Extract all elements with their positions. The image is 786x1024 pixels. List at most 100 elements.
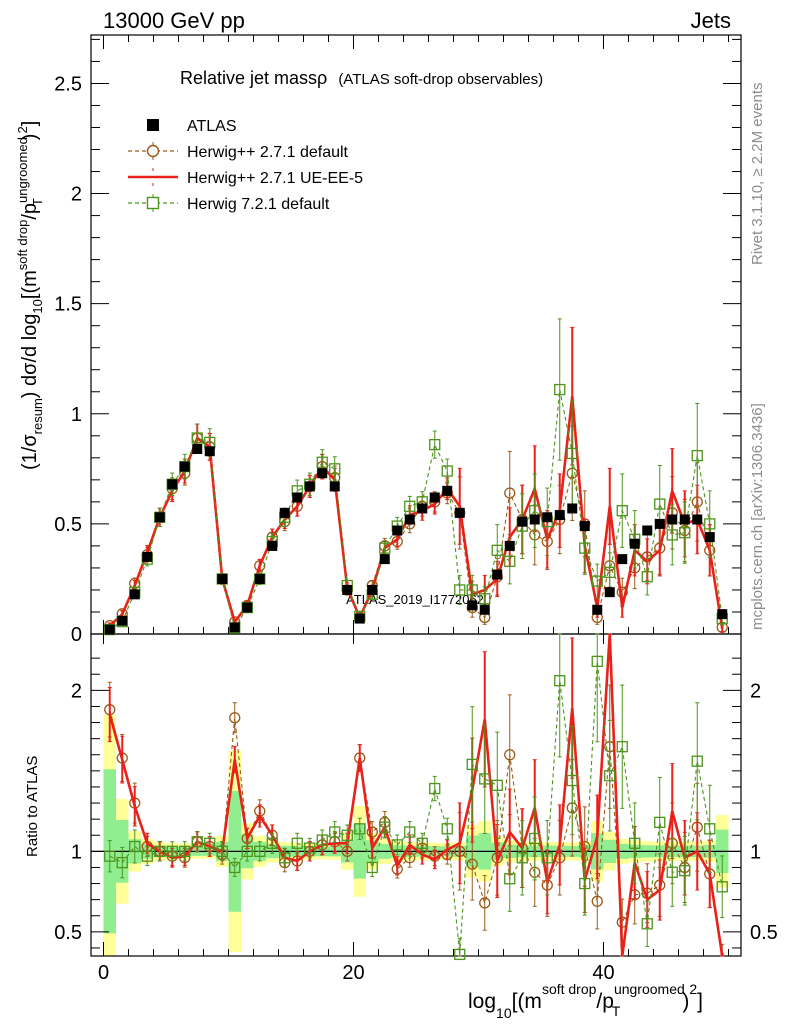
y-tick-label: 2: [71, 680, 82, 702]
ratio-point: [104, 850, 116, 862]
y-tick-label: 0.5: [54, 514, 82, 536]
atlas-data-point: [692, 514, 703, 525]
ratio-point: [316, 834, 328, 846]
series-line: [109, 389, 723, 631]
ratio-point: [116, 856, 128, 869]
ratio-point: [404, 826, 416, 838]
atlas-data-point: [579, 521, 590, 532]
atlas-data-point: [454, 507, 465, 518]
ratio-point: [541, 852, 553, 864]
atlas-data-point: [429, 492, 440, 503]
ratio-point: [304, 842, 316, 854]
ratio-point: [516, 852, 528, 864]
chart-title-main: Relative jet massρ: [180, 68, 327, 88]
series-point: [316, 456, 328, 468]
series-point: [404, 500, 416, 512]
ratio-point: [716, 881, 728, 893]
y-tick-label: 1: [71, 841, 82, 863]
legend: ATLAS Herwig++ 2.7.1 default Herwig++ 2.7.…: [128, 118, 363, 213]
header-right: Jets: [691, 8, 731, 33]
series-point: [616, 505, 628, 517]
atlas-data-point: [342, 584, 353, 595]
watermark: ATLAS_2019_I1772062: [346, 592, 484, 607]
series-point: [641, 571, 653, 583]
ratio-point: [466, 858, 478, 870]
ratio-point: [129, 840, 141, 853]
rivet-label: Rivet 3.1.10, ≥ 2.2M events: [749, 83, 766, 266]
y-tick-label: 0.5: [54, 922, 82, 944]
atlas-data-point: [104, 624, 115, 635]
atlas-data-point: [217, 573, 228, 584]
series-point: [504, 555, 516, 567]
y-tick-label: 2: [71, 184, 82, 206]
atlas-data-point: [167, 479, 178, 490]
header-left: 13000 GeV pp: [103, 8, 245, 33]
series-point: [704, 518, 716, 530]
series-point: [604, 566, 616, 578]
y-tick-label: 0: [71, 624, 82, 646]
atlas-data-point: [479, 604, 490, 615]
ratio-point: [504, 749, 516, 761]
series-point: [379, 542, 391, 554]
atlas-data-point: [717, 609, 728, 620]
ratio-point: [166, 845, 178, 857]
legend-marker-circle: [146, 144, 160, 158]
series-point: [654, 498, 666, 510]
ratio-point: [591, 655, 603, 668]
atlas-data-point: [317, 468, 328, 479]
ratio-point: [179, 845, 191, 857]
ratio-point: [291, 837, 303, 849]
ratio-point: [591, 895, 603, 907]
ratio-point: [566, 774, 578, 787]
ratio-point: [454, 948, 466, 961]
ratio-point: [229, 861, 241, 874]
atlas-data-point: [679, 514, 690, 525]
atlas-data-point: [292, 492, 303, 503]
ratio-point: [229, 712, 241, 724]
atlas-data-point: [129, 589, 140, 600]
ratio-point: [479, 897, 491, 909]
ratio-point: [354, 823, 366, 835]
legend-label: ATLAS: [187, 118, 237, 135]
ratio-point: [366, 826, 378, 838]
atlas-data-point: [304, 481, 315, 492]
series-point: [554, 383, 566, 396]
atlas-data-point: [592, 604, 603, 615]
legend-label: Herwig++ 2.7.1 default: [187, 144, 349, 161]
ratio-point: [191, 836, 203, 848]
series-point: [441, 465, 453, 477]
series-point: [679, 527, 691, 539]
series-point: [479, 593, 491, 605]
y-tick-label: 2.5: [54, 73, 82, 95]
y-axis-label-bottom: Ratio to ATLAS: [24, 756, 41, 857]
atlas-data-point: [267, 540, 278, 551]
ratio-point: [329, 826, 341, 838]
ratio-point: [529, 832, 541, 845]
atlas-data-point: [192, 444, 203, 455]
atlas-data-point: [379, 554, 390, 565]
series-point: [329, 463, 341, 475]
x-tick-label: 20: [342, 962, 364, 984]
atlas-data-point: [179, 461, 190, 472]
atlas-data-point: [504, 540, 515, 551]
ratio-point: [241, 845, 253, 857]
ratio-point: [479, 773, 491, 785]
atlas-data-point: [404, 514, 415, 525]
series-point: [466, 584, 478, 596]
ratio-line: [108, 633, 724, 957]
ratio-point: [266, 837, 278, 849]
atlas-data-point: [517, 516, 528, 527]
chart-title: Relative jet massρ (ATLAS soft-drop obse…: [180, 68, 543, 88]
atlas-data-point: [329, 481, 340, 492]
ratio-panel-frame: [90, 633, 742, 957]
ratio-point: [154, 845, 166, 857]
series-point: [591, 575, 603, 587]
atlas-data-point: [442, 485, 453, 496]
y-tick-label: 1.5: [54, 294, 82, 316]
series-point: [504, 487, 516, 499]
ratio-point: [579, 877, 591, 890]
atlas-data-point: [642, 525, 653, 536]
ratio-point: [341, 829, 353, 841]
atlas-data-point: [254, 573, 265, 584]
atlas-data-point: [154, 512, 165, 523]
